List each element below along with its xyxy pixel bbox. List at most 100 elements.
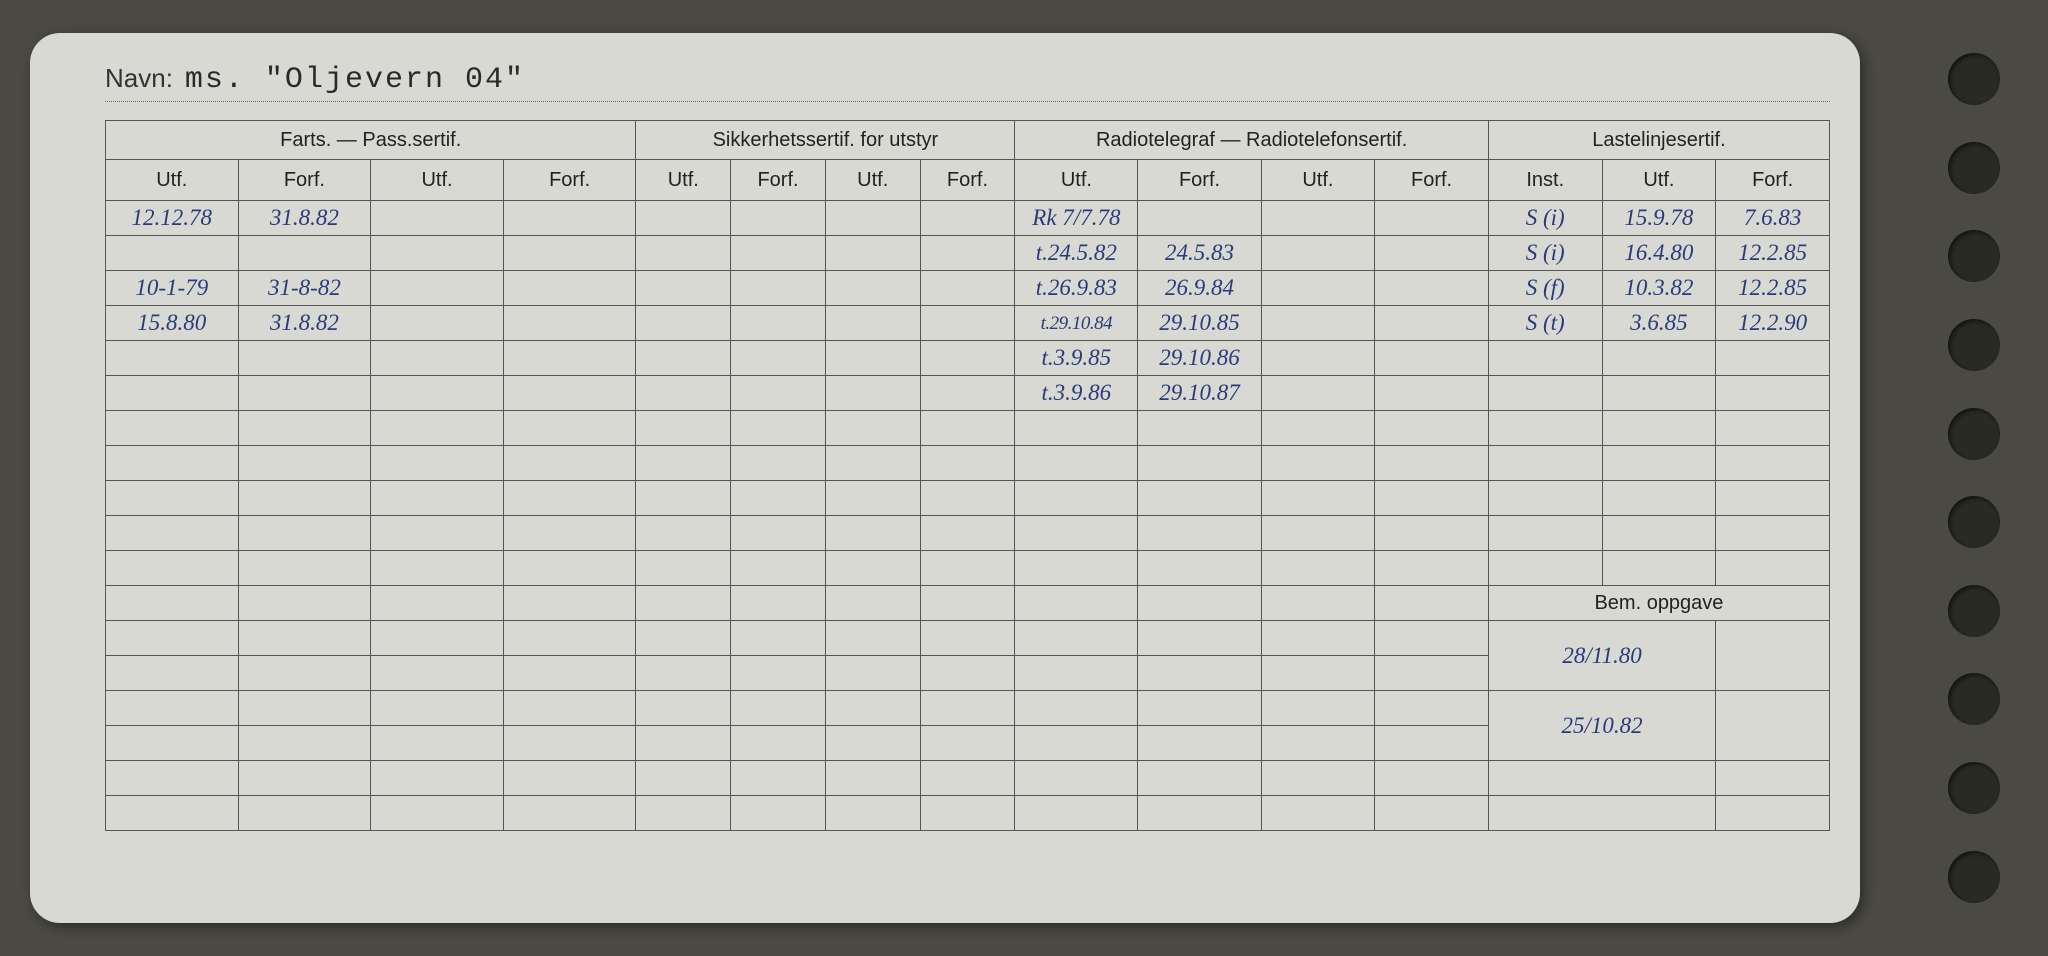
- cell: [1375, 586, 1489, 621]
- col-forf: Forf.: [731, 160, 826, 201]
- cell: [1138, 446, 1261, 481]
- cell: [106, 656, 239, 691]
- cell: [1138, 411, 1261, 446]
- cell: [371, 656, 504, 691]
- group-farts: Farts. — Pass.sertif.: [106, 121, 636, 160]
- cell: [1375, 516, 1489, 551]
- table-row: 25/10.82: [106, 691, 1830, 726]
- bem-cell: [1716, 796, 1830, 831]
- cell: [503, 306, 636, 341]
- cell: [371, 411, 504, 446]
- cell: 10-1-79: [106, 271, 239, 306]
- hand-entry: 15.9.78: [1624, 205, 1693, 230]
- hand-entry: 12.2.85: [1738, 240, 1807, 265]
- cell: [1716, 446, 1830, 481]
- cell: [238, 586, 371, 621]
- cell: [731, 621, 826, 656]
- cell: [371, 586, 504, 621]
- cell: [1375, 271, 1489, 306]
- cell: [825, 726, 920, 761]
- cell: [238, 516, 371, 551]
- cell: [106, 376, 239, 411]
- cell: [238, 656, 371, 691]
- cell: 29.10.87: [1138, 376, 1261, 411]
- table-row: [106, 516, 1830, 551]
- cell: S (i): [1488, 201, 1602, 236]
- cell: [920, 621, 1015, 656]
- hand-entry: 10-1-79: [135, 275, 208, 300]
- cell: [1261, 201, 1375, 236]
- hand-entry: t.29.10.84: [1041, 313, 1113, 334]
- cell: [825, 306, 920, 341]
- cell: t.24.5.82: [1015, 236, 1138, 271]
- hand-entry: t.26.9.83: [1036, 275, 1117, 300]
- cell: [825, 621, 920, 656]
- hand-entry: 25/10.82: [1562, 713, 1643, 738]
- hand-entry: 12.2.90: [1738, 310, 1807, 335]
- cell: [106, 236, 239, 271]
- cell: [503, 691, 636, 726]
- table-row: [106, 551, 1830, 586]
- cell: [371, 271, 504, 306]
- cell: t.3.9.86: [1015, 376, 1138, 411]
- cell: [1261, 446, 1375, 481]
- cell: [731, 691, 826, 726]
- cell: [1375, 341, 1489, 376]
- cell: 29.10.86: [1138, 341, 1261, 376]
- cell: [920, 306, 1015, 341]
- group-radio: Radiotelegraf — Radiotelefonsertif.: [1015, 121, 1489, 160]
- cell: [1261, 481, 1375, 516]
- hand-entry: 3.6.85: [1630, 310, 1688, 335]
- cell: [825, 376, 920, 411]
- cell: [920, 761, 1015, 796]
- col-utf: Utf.: [1602, 160, 1716, 201]
- cell: [1261, 761, 1375, 796]
- cell: [1375, 376, 1489, 411]
- cell: [1488, 551, 1602, 586]
- cell: [1602, 551, 1716, 586]
- cell: [636, 796, 731, 831]
- cell: [731, 551, 826, 586]
- cell: [636, 376, 731, 411]
- cell: [1602, 516, 1716, 551]
- cell: [106, 796, 239, 831]
- cell: [920, 481, 1015, 516]
- cell: [731, 306, 826, 341]
- hand-entry: 31-8-82: [268, 275, 341, 300]
- cell: [106, 621, 239, 656]
- ledger-card: Navn: ms. "Oljevern 04" Farts. — Pass.se…: [30, 33, 1860, 923]
- cell: [1261, 376, 1375, 411]
- cell: [1261, 726, 1375, 761]
- cell: [371, 551, 504, 586]
- cell: [731, 236, 826, 271]
- cell: [1375, 726, 1489, 761]
- cell: [1015, 726, 1138, 761]
- cell: [825, 201, 920, 236]
- cell: [636, 656, 731, 691]
- cell: [636, 621, 731, 656]
- col-utf: Utf.: [106, 160, 239, 201]
- cell: [1138, 656, 1261, 691]
- cell: 31.8.82: [238, 306, 371, 341]
- cell: [238, 236, 371, 271]
- cell: [636, 481, 731, 516]
- name-row: Navn: ms. "Oljevern 04": [105, 63, 1830, 102]
- cell: [1375, 411, 1489, 446]
- cell: [920, 726, 1015, 761]
- cell: Rk 7/7.78: [1015, 201, 1138, 236]
- cell: [503, 726, 636, 761]
- hand-entry: 29.10.86: [1159, 345, 1240, 370]
- cell: t.3.9.85: [1015, 341, 1138, 376]
- cell: [238, 341, 371, 376]
- cell: [503, 481, 636, 516]
- cell: [238, 481, 371, 516]
- cell: [503, 516, 636, 551]
- cell: [1261, 621, 1375, 656]
- cell: [1716, 516, 1830, 551]
- cell: 29.10.85: [1138, 306, 1261, 341]
- cell: [825, 551, 920, 586]
- cell: [1138, 796, 1261, 831]
- cell: 12.2.90: [1716, 306, 1830, 341]
- cell: [636, 586, 731, 621]
- cell: [1488, 516, 1602, 551]
